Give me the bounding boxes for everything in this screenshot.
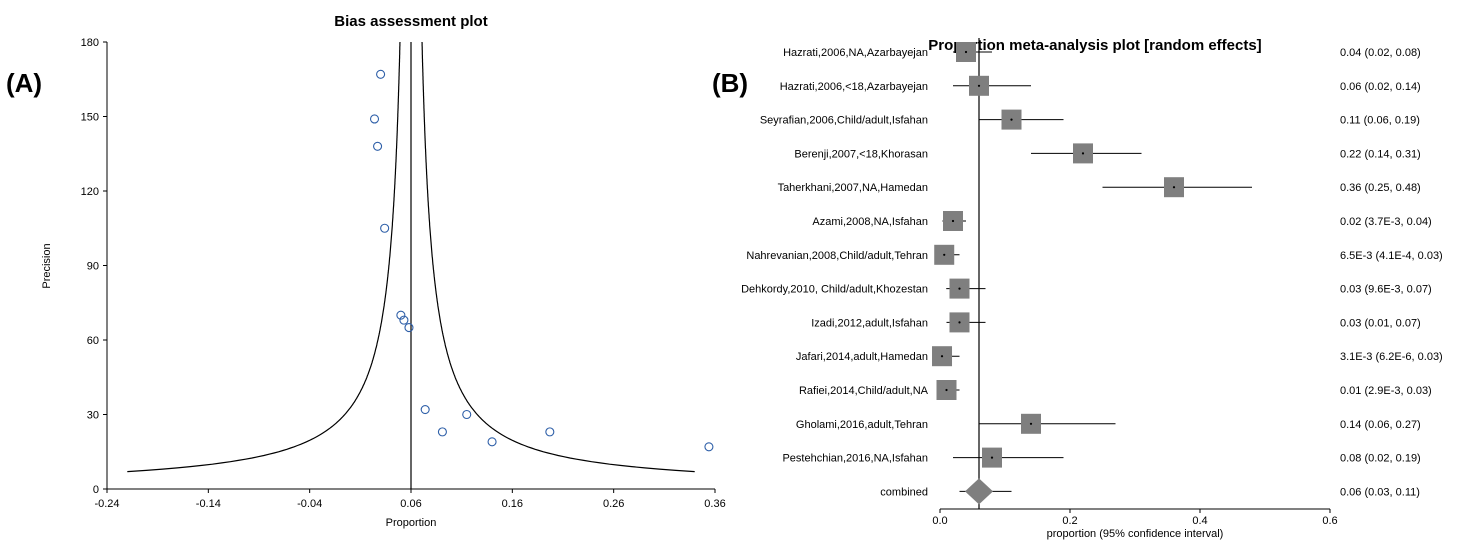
estimate-dot (958, 287, 961, 290)
bias-x-tick-label: 0.36 (704, 498, 725, 510)
panel-a-letter: (A) (6, 68, 42, 98)
bias-y-tick-label: 120 (81, 186, 99, 198)
study-points (369, 69, 714, 452)
forest-rows: Hazrati,2006,NA,Azarbayejan 0.04 (0.02, 0… (741, 42, 1443, 505)
study-point (369, 114, 380, 124)
bias-y-label: Precision (41, 243, 53, 288)
estimate-dot (943, 253, 946, 256)
study-label: Hazrati,2006,NA,Azarbayejan (783, 47, 928, 59)
estimate-dot (958, 321, 961, 324)
study-label: Taherkhani,2007,NA,Hamedan (778, 182, 928, 194)
bias-x-ticks: -0.24 -0.14 -0.04 0.06 0.16 0.26 0.36 (94, 489, 726, 510)
bias-x-tick-label: 0.06 (400, 498, 421, 510)
bias-x-label: Proportion (386, 517, 437, 529)
study-point (376, 69, 386, 79)
bias-y-tick-label: 90 (87, 261, 99, 273)
estimate-dot (977, 84, 981, 87)
study-label: Hazrati,2006,<18,Azarbayejan (780, 81, 928, 93)
ci-value: 0.03 (0.01, 0.07) (1340, 317, 1421, 329)
estimate-dot (964, 50, 968, 54)
study-point (399, 315, 409, 325)
estimate-dot (1081, 152, 1085, 155)
ci-value: 0.22 (0.14, 0.31) (1340, 148, 1421, 160)
study-point (420, 404, 430, 415)
ci-value: 0.01 (2.9E-3, 0.03) (1340, 385, 1432, 397)
bias-plot-title: Bias assessment plot (334, 13, 487, 30)
study-point (487, 437, 497, 447)
funnel-curve (127, 41, 695, 473)
estimate-dot (940, 355, 944, 358)
bias-x-tick-label: 0.26 (603, 498, 624, 510)
estimate-dot (1010, 118, 1013, 121)
bias-y-tick-label: 60 (87, 335, 99, 347)
study-point (545, 427, 555, 437)
forest-x-tick-label: 0.6 (1322, 515, 1337, 527)
study-point (704, 442, 714, 452)
ci-value: 0.06 (0.02, 0.14) (1340, 81, 1421, 93)
bias-x-tick-label: -0.04 (297, 498, 322, 510)
study-label: Gholami,2016,adult,Tehran (796, 419, 928, 431)
bias-x-tick-label: -0.14 (196, 498, 221, 510)
forest-plot-title: Proportion meta-analysis plot [random ef… (928, 37, 1261, 54)
ci-value: 0.08 (0.02, 0.19) (1340, 453, 1421, 465)
forest-x-ticks: 0.0 0.2 0.4 0.6 (932, 509, 1338, 527)
ci-value: 3.1E-3 (6.2E-6, 0.03) (1340, 351, 1443, 363)
study-point (373, 141, 383, 151)
bias-y-tick-label: 180 (81, 37, 99, 49)
ci-value: 0.04 (0.02, 0.08) (1340, 47, 1421, 59)
forest-x-tick-label: 0.2 (1062, 515, 1077, 527)
ci-value: 0.36 (0.25, 0.48) (1340, 182, 1421, 194)
study-point (462, 409, 472, 420)
study-point (404, 323, 414, 333)
ci-value: 0.14 (0.06, 0.27) (1340, 419, 1421, 431)
study-label: Rafiei,2014,Child/adult,NA (799, 385, 929, 397)
ci-value: 6.5E-3 (4.1E-4, 0.03) (1340, 250, 1443, 262)
bias-x-tick-label: 0.16 (502, 498, 523, 510)
combined-label: combined (880, 486, 928, 498)
bias-y-ticks: 0 30 60 90 120 150 180 (81, 37, 107, 496)
study-label: Izadi,2012,adult,Isfahan (811, 317, 928, 329)
estimate-dot (1029, 422, 1033, 425)
ci-value: 0.02 (3.7E-3, 0.04) (1340, 216, 1432, 228)
forest-x-label: proportion (95% confidence interval) (1047, 528, 1224, 540)
forest-x-tick-label: 0.4 (1192, 515, 1207, 527)
bias-y-tick-label: 30 (87, 410, 99, 422)
panel-b-letter: (B) (712, 68, 748, 98)
study-label: Nahrevanian,2008,Child/adult,Tehran (746, 250, 928, 262)
study-point (396, 310, 406, 320)
estimate-dot (1172, 186, 1176, 189)
study-point (437, 427, 447, 437)
estimate-dot (945, 388, 948, 392)
study-label: Seyrafian,2006,Child/adult,Isfahan (760, 115, 928, 127)
forest-plot: Proportion meta-analysis plot [random ef… (741, 37, 1443, 540)
study-label: Dehkordy,2010, Child/adult,Khozestan (741, 284, 928, 296)
ci-value: 0.11 (0.06, 0.19) (1340, 115, 1420, 127)
bias-y-tick-label: 150 (81, 112, 99, 124)
bias-x-tick-label: -0.24 (94, 498, 119, 510)
study-label: Jafari,2014,adult,Hamedan (796, 351, 928, 363)
study-point (380, 223, 390, 233)
bias-assessment-plot: Bias assessment plot 0 30 60 90 120 150 180 -0… (41, 13, 726, 529)
estimate-dot (951, 219, 955, 223)
study-label: Berenji,2007,<18,Khorasan (794, 148, 928, 160)
forest-x-tick-label: 0.0 (932, 515, 947, 527)
bias-y-tick-label: 0 (93, 484, 99, 496)
combined-diamond (965, 478, 993, 505)
estimate-dot (990, 456, 994, 459)
study-label: Pestehchian,2016,NA,Isfahan (782, 453, 928, 465)
study-label: Azami,2008,NA,Isfahan (812, 216, 928, 228)
ci-value: 0.03 (9.6E-3, 0.07) (1340, 284, 1432, 296)
combined-ci-value: 0.06 (0.03, 0.11) (1340, 486, 1420, 498)
